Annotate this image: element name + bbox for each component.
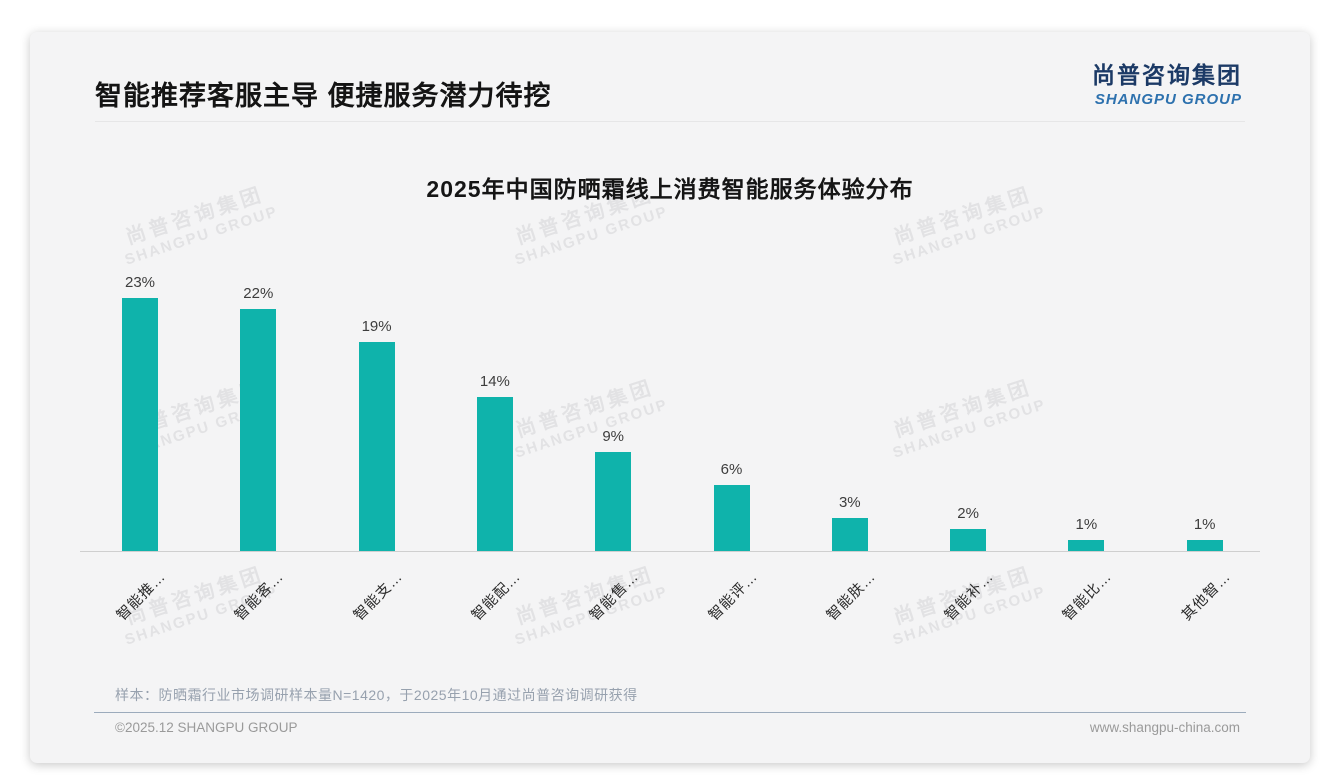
watermark-chinese-text: 尚普咨询集团 (513, 563, 658, 630)
bar-value-label: 6% (720, 461, 743, 478)
slide-card: 智能推荐客服主导 便捷服务潜力待挖 尚普咨询集团 SHANGPU GROUP 尚… (30, 32, 1310, 763)
x-axis-tick-label: 智能推… (113, 568, 170, 624)
bar (595, 452, 632, 551)
bar-value-label: 1% (1193, 516, 1216, 533)
logo-chinese-text: 尚普咨询集团 (1092, 62, 1242, 88)
sample-note: 样本：防晒霜行业市场调研样本量N=1420，于2025年10月通过尚普咨询调研获… (115, 687, 638, 703)
bar-value-label: 9% (602, 428, 625, 445)
x-axis-tick-label: 智能评… (705, 568, 761, 624)
bar-value-label: 19% (361, 318, 392, 335)
bar-value-label: 14% (479, 373, 510, 390)
bar-value-label: 3% (838, 494, 861, 511)
bar-value-label: 2% (957, 505, 979, 522)
company-logo: 尚普咨询集团 SHANGPU GROUP (1092, 56, 1242, 108)
bar (713, 485, 750, 551)
x-axis-line (80, 551, 1260, 552)
bar (122, 298, 158, 551)
bar (1186, 540, 1223, 551)
plot-area: 23% 智能推… 22% 智能客… 19% 智能支… 14% 智能配… 9% 智能售… 6% 智能评…… (80, 132, 1260, 624)
page-title: 智能推荐客服主导 便捷服务潜力待挖 (95, 81, 552, 111)
x-axis-tick-label: 智能比… (1060, 568, 1116, 624)
bar-value-label: 23% (124, 274, 156, 291)
x-axis-tick-label: 智能售… (587, 568, 643, 624)
bar-value-label: 1% (1075, 516, 1098, 533)
x-axis-tick-label: 智能支… (350, 568, 406, 624)
bar (950, 529, 987, 551)
bar (476, 397, 513, 551)
x-axis-tick-label: 智能补… (942, 568, 998, 624)
x-axis-tick-label: 智能客… (232, 568, 288, 624)
watermark: 尚普咨询集团 SHANGPU GROUP (504, 555, 671, 649)
bar (358, 342, 395, 551)
chart-title: 2025年中国防晒霜线上消费智能服务体验分布 (426, 176, 914, 202)
bar-value-label: 22% (243, 285, 274, 302)
footer-copyright: ©2025.12 SHANGPU GROUP (115, 720, 298, 735)
x-axis-tick-label: 智能肤… (823, 568, 879, 624)
logo-english-text: SHANGPU GROUP (1094, 91, 1242, 108)
x-axis-tick-label: 智能配… (468, 568, 525, 624)
bar (831, 518, 868, 551)
footer-divider (94, 712, 1246, 713)
header-divider (95, 121, 1245, 122)
x-axis-tick-label: 其他智… (1178, 568, 1234, 624)
footer-website: www.shangpu-china.com (1089, 720, 1240, 735)
bar (1068, 540, 1105, 551)
bar (240, 309, 277, 551)
